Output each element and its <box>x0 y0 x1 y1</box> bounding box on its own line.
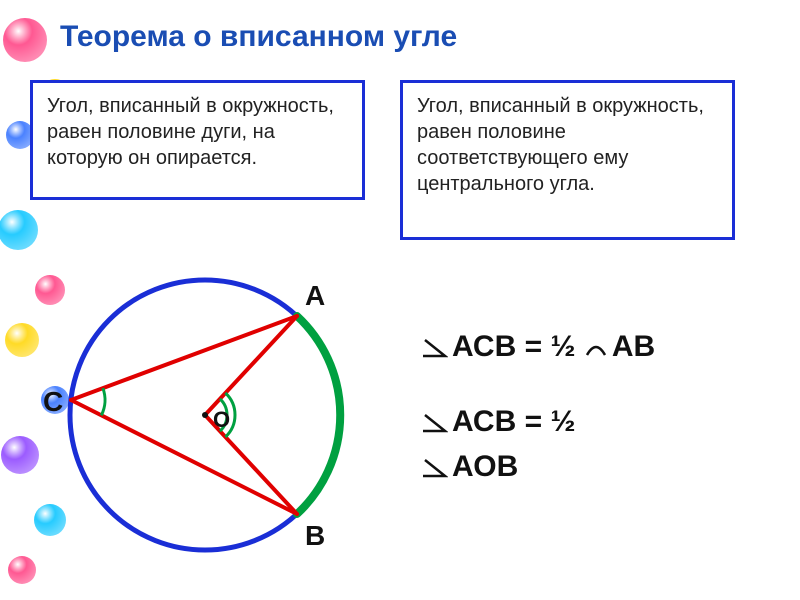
angle-icon <box>420 457 448 479</box>
formula-angle-name: АСВ <box>452 405 516 438</box>
formula-arc-name: АВ <box>612 330 655 363</box>
circle-diagram: А В С О <box>40 250 370 580</box>
definition-box-central: Угол, вписанный в окружность, равен поло… <box>400 80 735 240</box>
angle-icon <box>420 337 448 359</box>
arc-icon <box>584 337 608 359</box>
formula-angle-name: АСВ <box>452 330 516 363</box>
point-label-a: А <box>305 280 325 312</box>
formula-inscribed-central-line2: АОВ <box>420 450 518 484</box>
formula-inscribed-central-line1: АСВ = ½ <box>420 405 575 439</box>
point-label-b: В <box>305 520 325 552</box>
formula-inscribed-arc: АСВ = ½ АВ <box>420 330 655 364</box>
angle-icon <box>420 412 448 434</box>
point-label-o: О <box>213 407 230 433</box>
point-label-c: С <box>43 386 63 418</box>
formula-angle-name: АОВ <box>452 450 518 483</box>
formula-equals: = ½ <box>516 405 575 438</box>
definition-box-arc: Угол, вписанный в окружность, равен поло… <box>30 80 365 200</box>
formula-equals: = ½ <box>516 330 575 363</box>
page-title: Теорема о вписанном угле <box>60 20 457 54</box>
